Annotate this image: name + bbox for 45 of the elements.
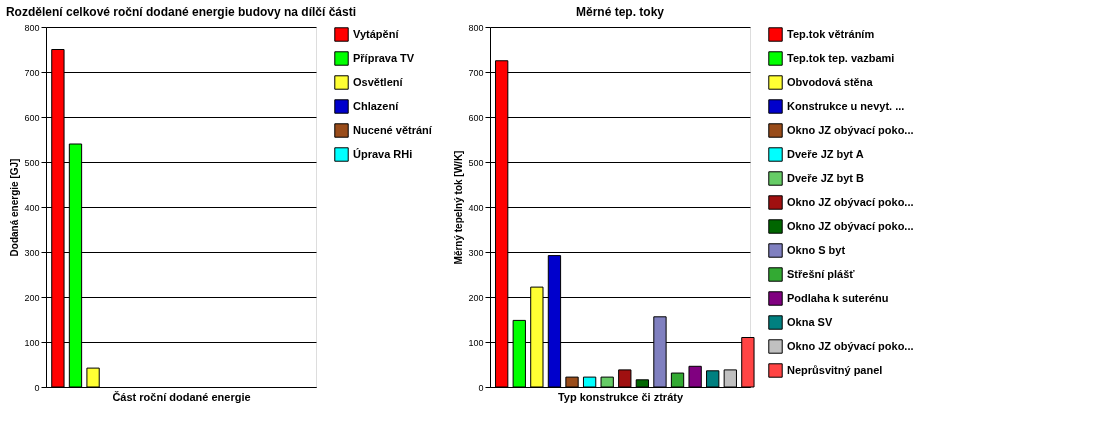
legend-label: Chlazení: [353, 99, 400, 112]
legend-label: Osvětlení: [353, 75, 404, 88]
y-tick-label: 600: [24, 112, 40, 123]
text: Rozdělení celkové roční dodané energie budovy na dílčí části: [5, 5, 357, 19]
x-axis-title: Část roční dodané energie: [112, 390, 251, 403]
legend-label: Tep.tok tep. vazbami: [787, 51, 895, 64]
y-tick-label: 400: [24, 202, 40, 213]
y-tick-label: 700: [468, 67, 484, 78]
y-tick-label: 800: [24, 22, 40, 33]
x-axis-title: Typ konstrukce či ztráty: [557, 390, 684, 403]
chart-title: Měrné tep. toky: [575, 5, 665, 19]
legend-label: Úprava RHi: [353, 147, 413, 160]
legend-label: Okno JZ obývací poko...: [787, 195, 914, 208]
y-tick-label: 200: [24, 292, 40, 303]
legend-label: Obvodová stěna: [787, 75, 874, 88]
legend-label: Podlaha k suterénu: [787, 291, 889, 304]
legend-label: Tep.tok větráním: [787, 27, 875, 40]
y-tick-label: 600: [468, 112, 484, 123]
legend-label: Okno JZ obývací poko...: [787, 123, 914, 136]
legend-label: Okna SV: [787, 315, 833, 328]
legend-label: Neprůsvitný panel: [787, 363, 883, 376]
legend-label: Okno S byt: [787, 243, 846, 256]
legend-label: Okno JZ obývací poko...: [787, 219, 914, 232]
legend-label: Dveře JZ byt B: [787, 171, 865, 184]
y-axis-title: Dodaná energie [GJ]: [9, 158, 21, 257]
legend-label: Okno JZ obývací poko...: [787, 339, 914, 352]
legend-label: Střešní plášť: [787, 267, 856, 280]
y-tick-label: 0: [478, 382, 484, 393]
y-tick-label: 400: [468, 202, 484, 213]
legend-label: Nucené větrání: [353, 123, 433, 136]
legend-label: Konstrukce u nevyt. ...: [787, 99, 905, 112]
y-tick-label: 100: [468, 337, 484, 348]
legend-label: Vytápění: [353, 27, 400, 40]
legend-label: Dveře JZ byt A: [787, 147, 864, 160]
legend-label: Příprava TV: [353, 51, 415, 64]
y-tick-label: 700: [24, 67, 40, 78]
y-tick-label: 300: [468, 247, 484, 258]
y-tick-label: 500: [468, 157, 484, 168]
y-tick-label: 300: [24, 247, 40, 258]
y-axis-title: Měrný tepelný tok [W/K]: [453, 150, 465, 265]
y-tick-label: 100: [24, 337, 40, 348]
y-tick-label: 200: [468, 292, 484, 303]
y-tick-label: 800: [468, 22, 484, 33]
y-tick-label: 500: [24, 157, 40, 168]
y-tick-label: 0: [34, 382, 40, 393]
